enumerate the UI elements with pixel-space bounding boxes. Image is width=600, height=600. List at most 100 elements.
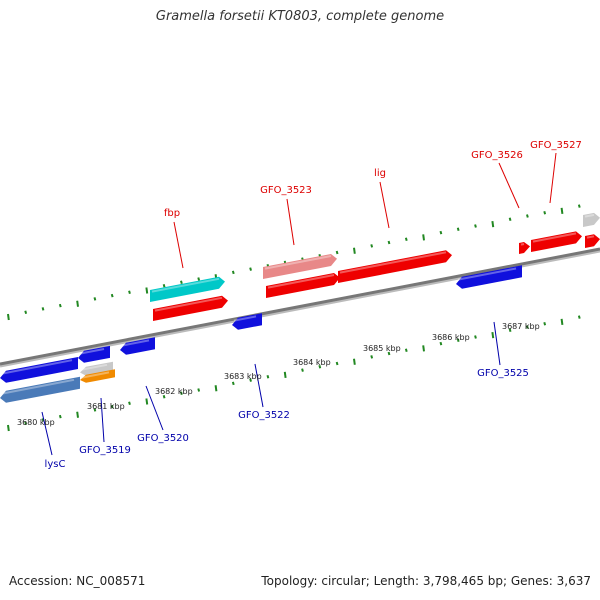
forward-tick	[58, 303, 62, 308]
genome-backbone	[0, 247, 600, 366]
gene-label-gfo-3520[interactable]: GFO_3520	[137, 433, 189, 444]
reverse-tick	[404, 348, 408, 352]
reverse-tick	[197, 388, 201, 392]
gene-label-gfo-3523[interactable]: GFO_3523	[260, 185, 312, 196]
forward-tick	[180, 280, 183, 285]
forward-tick	[422, 234, 425, 241]
gene-gfo-3527-arrow[interactable]	[531, 231, 582, 252]
label-leader-lines	[41, 152, 557, 456]
reverse-tick	[93, 408, 97, 412]
reverse-tick	[41, 418, 45, 422]
reverse-tick	[283, 371, 287, 379]
gene-features	[0, 212, 600, 403]
gene-gfo-3525-arrow[interactable]	[456, 265, 522, 289]
leader-gfo-3525	[493, 321, 501, 366]
reverse-tick-row	[7, 315, 581, 432]
forward-tick	[335, 250, 339, 255]
forward-tick	[76, 300, 79, 307]
gene-label-fbp[interactable]: fbp	[164, 208, 180, 219]
gene-edge-forward-arrow[interactable]	[585, 234, 600, 248]
forward-tick	[526, 214, 529, 218]
reverse-tick	[301, 368, 304, 372]
gene-gfo-3519-alt-grey[interactable]	[80, 361, 113, 376]
forward-tick	[7, 313, 10, 321]
reverse-tick	[58, 414, 62, 419]
accession-label: Accession: NC_008571	[9, 574, 146, 588]
gene-label-gfo-3527[interactable]: GFO_3527	[530, 140, 582, 151]
leader-lig	[379, 181, 390, 229]
gene-gfo-3523-pseudo-arrow[interactable]	[263, 254, 337, 279]
gene-label-lig[interactable]: lig	[374, 168, 386, 179]
gene-gfo-3523-arrow[interactable]	[266, 273, 340, 298]
reverse-tick	[560, 318, 564, 326]
forward-tick	[231, 270, 235, 275]
reverse-tick	[335, 361, 339, 366]
leader-gfo-3523	[286, 198, 295, 246]
gene-label-gfo-3526[interactable]: GFO_3526	[471, 150, 523, 161]
forward-tick	[543, 210, 547, 215]
forward-tick	[110, 293, 114, 298]
reverse-tick	[353, 358, 356, 365]
forward-tick	[560, 207, 564, 215]
gene-fbp-arrow[interactable]	[153, 295, 228, 321]
reverse-tick	[249, 378, 252, 382]
reverse-tick	[180, 391, 183, 396]
scale-label-3681: 3681 kbp	[87, 402, 125, 411]
reverse-tick	[76, 411, 79, 418]
reverse-tick	[370, 355, 374, 359]
gene-gfo-3520-arrow[interactable]	[120, 337, 155, 355]
reverse-tick	[422, 345, 425, 352]
gene-lysc-alt-arrow[interactable]	[0, 376, 80, 403]
leader-gfo-3522	[254, 363, 264, 408]
gene-lysc-arrow[interactable]	[0, 357, 78, 383]
reverse-tick	[24, 421, 28, 425]
forward-tick	[508, 217, 512, 222]
forward-tick	[370, 244, 374, 248]
leader-gfo-3519	[100, 397, 105, 443]
reverse-tick	[456, 338, 460, 343]
gene-gfo-3526-arrow[interactable]	[519, 242, 530, 254]
map-title: Gramella forsetii KT0803, complete genom…	[155, 9, 445, 24]
gene-label-lysc[interactable]: lysC	[45, 459, 66, 470]
gene-gfo-3519-alt-orange[interactable]	[80, 369, 115, 383]
reverse-tick	[439, 341, 443, 346]
scale-label-3685: 3685 kbp	[363, 344, 401, 353]
genome-summary: Topology: circular; Length: 3,798,465 bp…	[261, 574, 591, 588]
reverse-tick	[231, 381, 235, 386]
scale-label-3687: 3687 kbp	[502, 322, 540, 331]
forward-tick	[93, 297, 97, 301]
gene-label-gfo-3525[interactable]: GFO_3525	[477, 368, 529, 379]
gene-gfo-3522-arrow[interactable]	[232, 313, 262, 330]
reverse-tick	[214, 385, 218, 392]
scale-label-3683: 3683 kbp	[224, 372, 262, 381]
forward-tick-row	[7, 204, 581, 321]
forward-tick	[145, 287, 149, 294]
gene-label-gfo-3519[interactable]: GFO_3519	[79, 445, 131, 456]
reverse-tick	[266, 375, 270, 379]
forward-tick	[491, 220, 495, 228]
reverse-tick	[577, 315, 581, 319]
leader-gfo-3526	[498, 162, 520, 209]
forward-tick	[474, 224, 477, 228]
leader-gfo-3520	[145, 385, 164, 431]
reverse-tick	[162, 394, 166, 399]
gene-edge-grey-feature[interactable]	[583, 212, 600, 227]
forward-tick	[249, 267, 252, 271]
scale-label-3684: 3684 kbp	[293, 358, 331, 367]
gene-label-gfo-3522[interactable]: GFO_3522	[238, 410, 290, 421]
forward-tick	[577, 204, 581, 208]
reverse-tick	[128, 401, 131, 406]
leader-lysc	[41, 411, 53, 456]
reverse-tick	[110, 404, 114, 409]
gene-gfo-3519-arrow[interactable]	[78, 345, 110, 363]
forward-tick	[456, 227, 460, 232]
reverse-tick	[145, 398, 149, 405]
forward-tick	[162, 283, 166, 288]
reverse-tick	[543, 321, 547, 326]
scale-label-3686: 3686 kbp	[432, 333, 470, 342]
gene-fbp-highlight-arrow[interactable]	[150, 276, 225, 302]
gene-lig-arrow[interactable]	[338, 250, 452, 283]
reverse-tick	[508, 328, 512, 333]
